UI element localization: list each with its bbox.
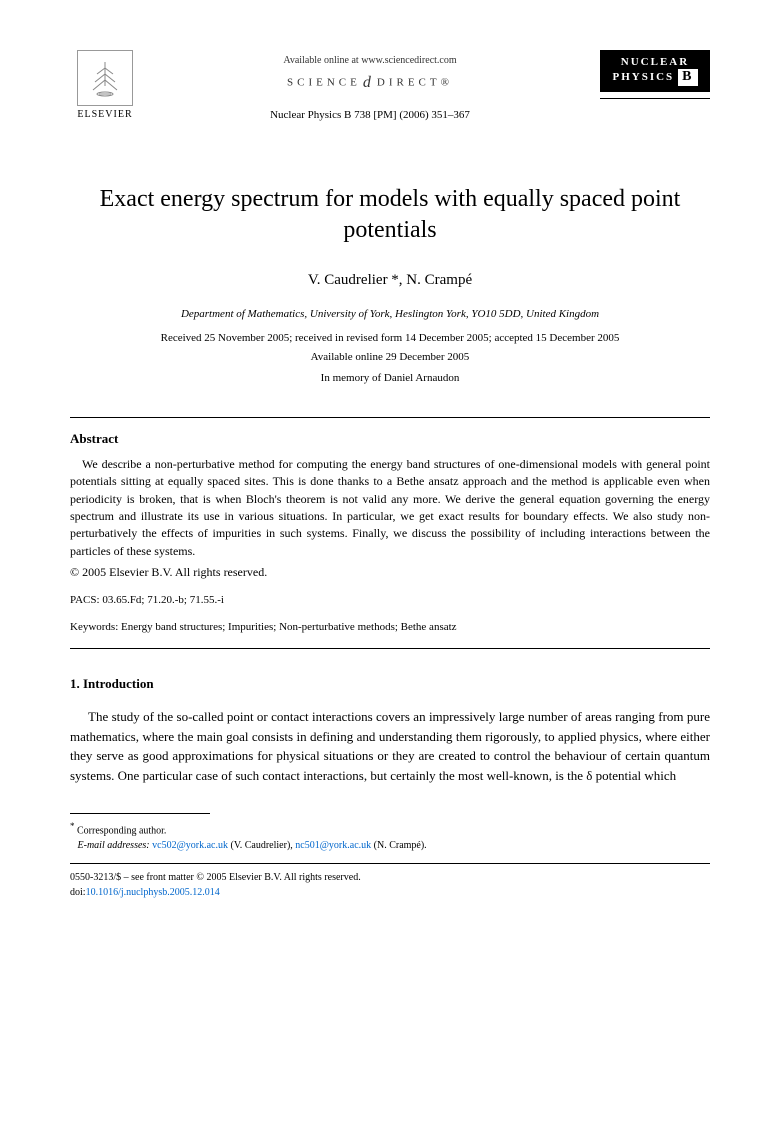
online-date: Available online 29 December 2005 bbox=[70, 350, 710, 365]
issn-line: 0550-3213/$ – see front matter © 2005 El… bbox=[70, 870, 710, 885]
keywords-line: Keywords: Energy band structures; Impuri… bbox=[70, 620, 710, 635]
corresponding-author: * Corresponding author. bbox=[70, 820, 710, 838]
dedication: In memory of Daniel Arnaudon bbox=[70, 371, 710, 386]
bottom-rule bbox=[70, 863, 710, 864]
front-matter: 0550-3213/$ – see front matter © 2005 El… bbox=[70, 870, 710, 900]
email-link-2[interactable]: nc501@york.ac.uk bbox=[295, 840, 371, 851]
badge-line1: NUCLEAR bbox=[604, 56, 706, 69]
badge-line2-row: PHYSICS B bbox=[604, 69, 706, 86]
corr-text: Corresponding author. bbox=[77, 825, 166, 836]
center-header: Available online at www.sciencedirect.co… bbox=[140, 50, 600, 124]
sd-d-icon: d bbox=[363, 72, 375, 94]
available-online-text: Available online at www.sciencedirect.co… bbox=[140, 54, 600, 68]
badge-letter: B bbox=[678, 69, 697, 86]
abstract-heading: Abstract bbox=[70, 430, 710, 448]
doi-line: doi:10.1016/j.nuclphysb.2005.12.014 bbox=[70, 885, 710, 900]
email-link-1[interactable]: vc502@york.ac.uk bbox=[152, 840, 228, 851]
footnote-rule bbox=[70, 813, 210, 814]
intro-heading: 1. Introduction bbox=[70, 675, 710, 693]
badge-box: NUCLEAR PHYSICS B bbox=[600, 50, 710, 92]
abstract-copyright: © 2005 Elsevier B.V. All rights reserved… bbox=[70, 564, 710, 581]
pacs-values: 03.65.Fd; 71.20.-b; 71.55.-i bbox=[102, 594, 224, 606]
elsevier-label: ELSEVIER bbox=[77, 108, 132, 122]
elsevier-logo: ELSEVIER bbox=[70, 50, 140, 122]
sd-pre: SCIENCE bbox=[287, 77, 361, 89]
badge-line2: PHYSICS bbox=[612, 71, 674, 83]
abstract-text: We describe a non-perturbative method fo… bbox=[70, 456, 710, 560]
badge-underline bbox=[600, 98, 710, 99]
received-dates: Received 25 November 2005; received in r… bbox=[70, 331, 710, 346]
footnote-block: * Corresponding author. E-mail addresses… bbox=[70, 820, 710, 853]
authors: V. Caudrelier *, N. Crampé bbox=[70, 270, 710, 291]
email-label: E-mail addresses: bbox=[78, 840, 150, 851]
keywords-label: Keywords: bbox=[70, 621, 118, 633]
email-name-2: (N. Crampé). bbox=[374, 840, 427, 851]
paper-title: Exact energy spectrum for models with eq… bbox=[70, 184, 710, 246]
intro-text: The study of the so-called point or cont… bbox=[70, 707, 710, 785]
keywords-values: Energy band structures; Impurities; Non-… bbox=[121, 621, 457, 633]
journal-badge: NUCLEAR PHYSICS B bbox=[600, 50, 710, 99]
header: ELSEVIER Available online at www.science… bbox=[70, 50, 710, 124]
science-direct-logo: SCIENCEdDIRECT® bbox=[140, 72, 600, 94]
rule-above-abstract bbox=[70, 417, 710, 418]
rule-below-keywords bbox=[70, 648, 710, 649]
email-name-1: (V. Caudrelier), bbox=[230, 840, 292, 851]
abstract-body: We describe a non-perturbative method fo… bbox=[70, 456, 710, 560]
pacs-line: PACS: 03.65.Fd; 71.20.-b; 71.55.-i bbox=[70, 593, 710, 608]
journal-reference: Nuclear Physics B 738 [PM] (2006) 351–36… bbox=[140, 108, 600, 123]
sd-post: DIRECT® bbox=[377, 77, 453, 89]
affiliation: Department of Mathematics, University of… bbox=[70, 307, 710, 322]
doi-link[interactable]: 10.1016/j.nuclphysb.2005.12.014 bbox=[86, 887, 220, 898]
doi-label: doi: bbox=[70, 887, 86, 898]
elsevier-tree-icon bbox=[77, 50, 133, 106]
email-line: E-mail addresses: vc502@york.ac.uk (V. C… bbox=[70, 838, 710, 853]
pacs-label: PACS: bbox=[70, 594, 100, 606]
